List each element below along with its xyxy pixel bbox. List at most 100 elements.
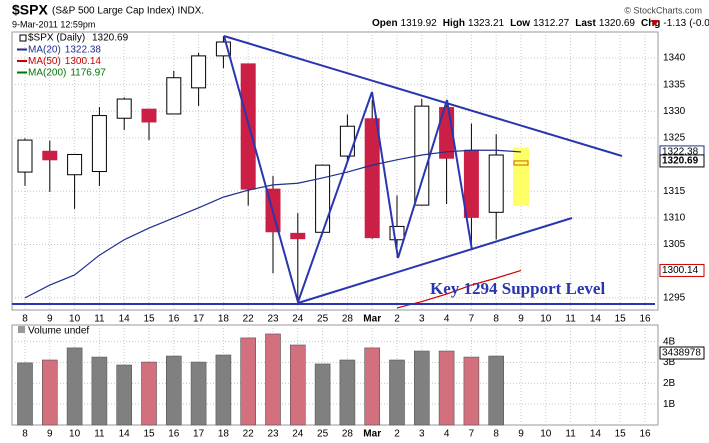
quote-value: 1319.92 [401,18,438,29]
volume-value-label-box [659,346,705,360]
volume-bar [17,362,33,426]
x-tick-label: 16 [168,314,180,325]
quote-label: High [443,18,465,29]
x-tick-label: 9 [518,429,524,440]
y-tick-label: 1310 [663,213,686,224]
candle-body [166,77,182,115]
volume-bar [413,350,430,426]
moving-average-line [396,269,522,309]
y-tick-label: 1295 [663,292,686,303]
x-tick-label: 8 [22,314,28,325]
x-tick-label: 11 [94,429,105,440]
x-tick-label: 22 [243,314,255,325]
candle-body [116,98,132,119]
legend-label: $SPX (Daily) [28,33,85,44]
x-tick-label: 22 [243,429,255,440]
volume-bar [339,359,356,426]
legend-value: 1320.69 [92,33,129,44]
x-tick-label: 9 [47,314,53,325]
x-tick-label: Mar [363,314,381,325]
candle-body [67,153,83,176]
last-price-label: 1320.69 [662,156,699,167]
x-tick-label: 7 [469,429,475,440]
highlight-range [513,147,529,206]
zigzag-line [223,35,473,306]
candle-body [339,125,355,157]
volume-bar [289,344,306,426]
candle-body [389,225,405,241]
x-tick-label: 15 [615,429,627,440]
x-tick-label: 9 [518,314,524,325]
x-tick-label: 18 [218,429,230,440]
volume-bar [66,347,83,426]
x-tick-label: 14 [590,429,602,440]
volume-bar [190,361,207,426]
lower-trendline [297,217,573,304]
x-tick-label: 15 [143,314,155,325]
ma-value-label-box [659,263,705,277]
volume-bar [265,333,281,426]
volume-bar [141,361,157,426]
x-tick-label: 2 [394,429,400,440]
quote-label: Chg [641,18,660,29]
quote-label: Open [372,18,398,29]
volume-bar [438,350,455,426]
timestamp: 9-Mar-2011 12:59pm [12,19,95,29]
volume-value-label: 3438978 [662,348,701,359]
x-tick-label: 10 [69,314,81,325]
x-tick-label: 23 [267,429,279,440]
candle-body [141,108,157,123]
x-tick-label: 25 [317,314,329,325]
y-tick-label: 1305 [663,239,686,250]
x-tick-label: 15 [143,429,155,440]
y-tick-label: 1330 [663,106,686,117]
x-tick-label: 10 [540,429,552,440]
legend-value: 1300.14 [65,56,102,67]
volume-panel [11,324,659,426]
volume-bar [314,363,331,426]
x-tick-label: 3 [419,314,425,325]
y-tick-label: 2B [663,378,676,389]
x-tick-label: 11 [565,314,576,325]
legend-label: MA(200) 1176.97 [28,67,106,78]
quote-line: Open 1319.92 High 1323.21 Low 1312.27 Last 1320… [372,18,709,29]
x-tick-label: 10 [69,429,81,440]
candle-body [488,154,504,213]
x-tick-label: 16 [168,429,180,440]
candle-body [17,139,33,173]
x-tick-label: 14 [119,429,131,440]
volume-bar [240,337,256,426]
price-panel [11,31,659,311]
y-tick-label: 1340 [663,53,686,64]
x-tick-label: 23 [267,314,279,325]
x-tick-label: 2 [394,314,400,325]
upper-trendline [223,35,623,157]
candle-body [191,55,207,89]
description: (S&P 500 Large Cap Index) INDX. [52,6,204,17]
legend-name: MA(200) [28,67,66,78]
volume-bar [488,355,505,426]
x-tick-label: 3 [419,429,425,440]
legend-name: MA(50) [28,56,61,67]
x-tick-label: 8 [493,429,499,440]
x-tick-label: 10 [540,314,552,325]
candle-body [91,115,107,173]
quote-value: -1.13 [663,18,686,29]
legend-value: 1322.38 [65,44,102,55]
candle-body [364,118,380,239]
y-tick-label: 1325 [663,133,686,144]
x-tick-label: 25 [317,429,329,440]
ma-value-label: 1322.38 [662,147,699,158]
quote-label: Low [510,18,530,29]
y-tick-label: 1B [663,399,676,410]
y-tick-label: 3B [663,357,676,368]
x-tick-label: 11 [94,314,105,325]
x-tick-label: 4 [444,314,450,325]
x-tick-label: 14 [119,314,131,325]
x-tick-label: 4 [444,429,450,440]
last-price-label-box [659,154,705,168]
legend-value: 1176.97 [70,67,106,78]
x-tick-label: Mar [363,429,381,440]
x-tick-label: 24 [292,314,304,325]
